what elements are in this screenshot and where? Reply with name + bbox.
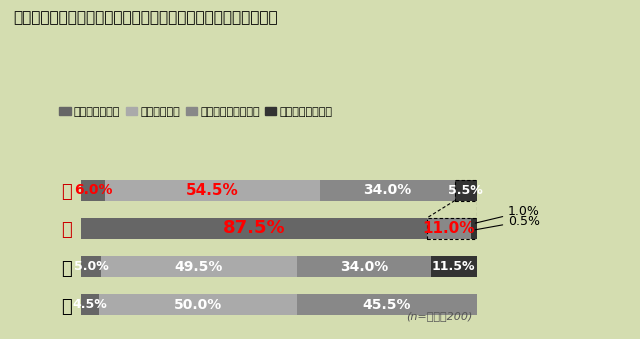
Text: 5.5%: 5.5% (448, 184, 483, 197)
Text: 45.5%: 45.5% (362, 298, 411, 312)
Text: 50.0%: 50.0% (173, 298, 222, 312)
Bar (470, 218, 477, 239)
Text: 子どもの車内の熱中症について、季節ごとにどの程度気になるか: 子どもの車内の熱中症について、季節ごとにどの程度気になるか (13, 10, 277, 25)
Bar (99, 294, 296, 315)
Text: 34.0%: 34.0% (364, 183, 412, 197)
Bar (296, 294, 477, 315)
Text: 49.5%: 49.5% (175, 260, 223, 274)
Bar (81, 294, 99, 315)
Legend: とても気になる, やや気になる, あまり気にならない, 全然気にならない: とても気になる, やや気になる, あまり気にならない, 全然気にならない (55, 102, 337, 121)
Text: 54.5%: 54.5% (186, 183, 239, 198)
Text: 6.0%: 6.0% (74, 183, 112, 197)
Text: 34.0%: 34.0% (340, 260, 388, 274)
Text: 4.5%: 4.5% (73, 298, 108, 311)
Bar (81, 256, 101, 277)
Bar (81, 180, 105, 201)
Bar (321, 180, 455, 201)
Text: 1.0%: 1.0% (476, 205, 540, 223)
Text: (n=女性、200): (n=女性、200) (406, 311, 472, 321)
Bar (296, 256, 431, 277)
Text: 11.0%: 11.0% (422, 221, 475, 236)
Bar (431, 256, 477, 277)
Bar (101, 256, 296, 277)
Bar (455, 180, 477, 201)
Bar (427, 218, 470, 239)
Bar (81, 218, 427, 239)
Text: 87.5%: 87.5% (223, 219, 285, 237)
Bar (105, 180, 321, 201)
Text: 11.5%: 11.5% (432, 260, 476, 273)
Text: 5.0%: 5.0% (74, 260, 108, 273)
Text: 0.5%: 0.5% (476, 215, 540, 230)
